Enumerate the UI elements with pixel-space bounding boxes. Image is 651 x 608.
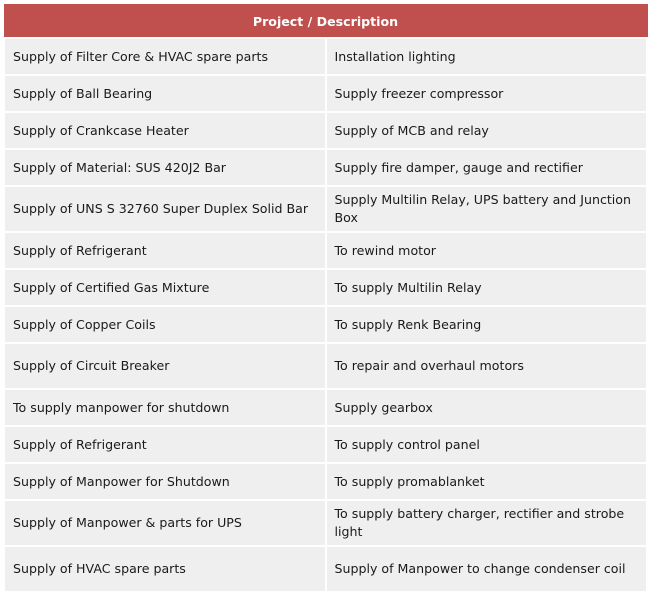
project-cell: Supply of Crankcase Heater [3, 111, 327, 150]
description-cell: Supply of Manpower to change condenser c… [324, 545, 648, 593]
table-row: Supply of Certified Gas Mixture To suppl… [3, 268, 648, 307]
description-cell: To repair and overhaul motors [324, 342, 648, 390]
description-cell: Supply Multilin Relay, UPS battery and J… [324, 185, 648, 233]
table-header: Project / Description [3, 4, 648, 39]
project-cell: Supply of Manpower for Shutdown [3, 462, 327, 501]
table-row: Supply of Ball Bearing Supply freezer co… [3, 74, 648, 113]
description-cell: Supply gearbox [324, 388, 648, 427]
project-cell: Supply of Copper Coils [3, 305, 327, 344]
description-cell: Installation lighting [324, 37, 648, 76]
table-row: Supply of Manpower for Shutdown To suppl… [3, 462, 648, 501]
project-cell: Supply of Filter Core & HVAC spare parts [3, 37, 327, 76]
description-cell: To supply promablanket [324, 462, 648, 501]
description-cell: Supply freezer compressor [324, 74, 648, 113]
table-row: Supply of Material: SUS 420J2 Bar Supply… [3, 148, 648, 187]
project-cell: Supply of Material: SUS 420J2 Bar [3, 148, 327, 187]
table-row: Supply of HVAC spare parts Supply of Man… [3, 545, 648, 593]
project-cell: Supply of Refrigerant [3, 231, 327, 270]
table-header-row: Project / Description [3, 4, 648, 39]
project-cell: Supply of Circuit Breaker [3, 342, 327, 390]
description-cell: To supply battery charger, rectifier and… [324, 499, 648, 547]
project-cell: Supply of Refrigerant [3, 425, 327, 464]
table-row: To supply manpower for shutdown Supply g… [3, 388, 648, 427]
table-row: Supply of Manpower & parts for UPS To su… [3, 499, 648, 547]
table-row: Supply of UNS S 32760 Super Duplex Solid… [3, 185, 648, 233]
table-row: Supply of Refrigerant To supply control … [3, 425, 648, 464]
project-cell: Supply of Ball Bearing [3, 74, 327, 113]
project-cell: Supply of HVAC spare parts [3, 545, 327, 593]
description-cell: To supply control panel [324, 425, 648, 464]
table-row: Supply of Refrigerant To rewind motor [3, 231, 648, 270]
description-cell: To supply Renk Bearing [324, 305, 648, 344]
project-cell: Supply of UNS S 32760 Super Duplex Solid… [3, 185, 327, 233]
project-cell: To supply manpower for shutdown [3, 388, 327, 427]
description-cell: To rewind motor [324, 231, 648, 270]
table-row: Supply of Circuit Breaker To repair and … [3, 342, 648, 390]
table-row: Supply of Filter Core & HVAC spare parts… [3, 37, 648, 76]
project-cell: Supply of Certified Gas Mixture [3, 268, 327, 307]
table-row: Supply of Copper Coils To supply Renk Be… [3, 305, 648, 344]
description-cell: Supply of MCB and relay [324, 111, 648, 150]
description-cell: Supply fire damper, gauge and rectifier [324, 148, 648, 187]
description-cell: To supply Multilin Relay [324, 268, 648, 307]
table-row: Supply of Crankcase Heater Supply of MCB… [3, 111, 648, 150]
project-cell: Supply of Manpower & parts for UPS [3, 499, 327, 547]
project-table: Project / Description Supply of Filter C… [3, 4, 648, 593]
